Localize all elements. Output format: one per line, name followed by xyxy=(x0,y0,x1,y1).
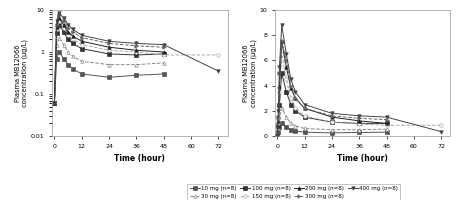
X-axis label: Time (hour): Time (hour) xyxy=(114,154,165,163)
Y-axis label: Plasma MB12066
concentration (µg/L): Plasma MB12066 concentration (µg/L) xyxy=(15,39,28,107)
Y-axis label: Plasma MB12066
concentration (µg/L): Plasma MB12066 concentration (µg/L) xyxy=(243,39,257,107)
Legend: 10 mg (n=8), 30 mg (n=8), 100 mg (n=8), 150 mg (n=8), 200 mg (n=8), 300 mg (n=8): 10 mg (n=8), 30 mg (n=8), 100 mg (n=8), … xyxy=(187,184,401,200)
X-axis label: Time (hour): Time (hour) xyxy=(337,154,388,163)
